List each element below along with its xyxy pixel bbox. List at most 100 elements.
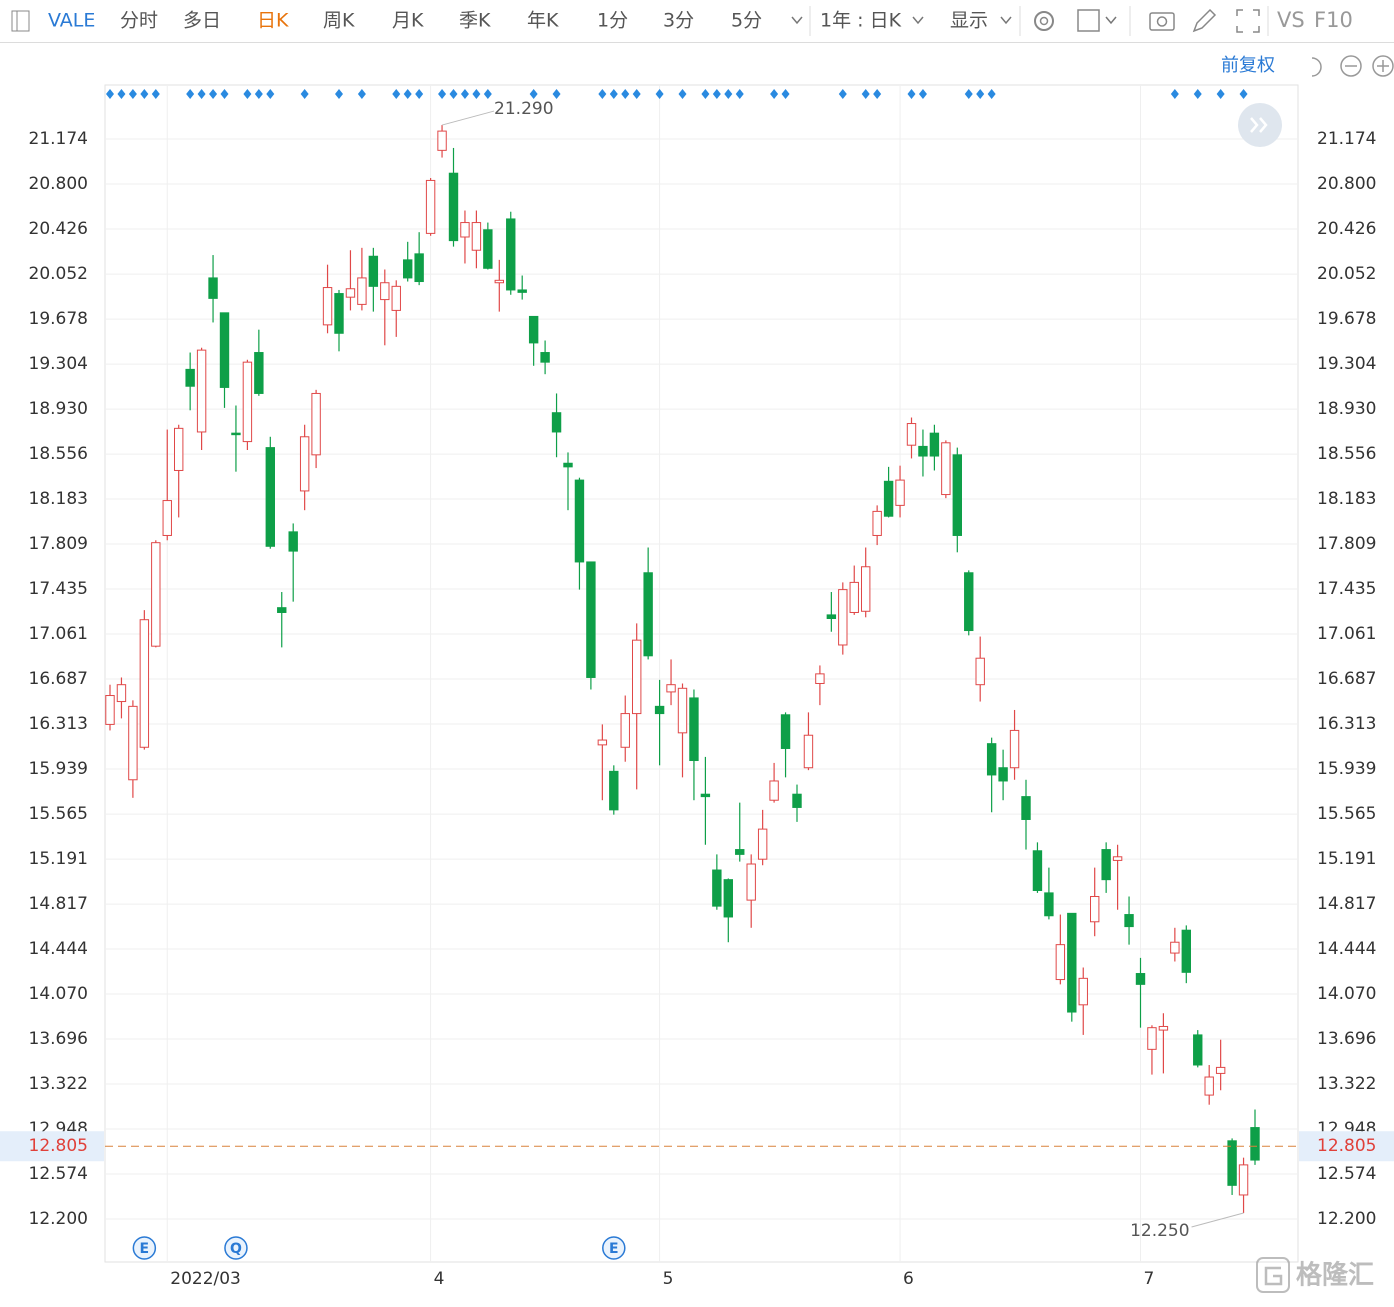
chevron[interactable]	[791, 16, 803, 25]
event-diamond	[770, 89, 779, 99]
candle-body	[1227, 1140, 1237, 1186]
candle-body	[414, 253, 424, 283]
y-tick-label-right: 14.444	[1317, 939, 1376, 959]
x-tick-label: 2022/03	[170, 1269, 241, 1289]
chevron[interactable]	[1000, 16, 1012, 25]
tab-active[interactable]: 日K	[257, 10, 289, 32]
fullscreen-icon[interactable]	[1236, 9, 1260, 33]
candle-body	[1250, 1127, 1260, 1161]
tab[interactable]: 周K	[323, 10, 355, 32]
candle-body	[265, 447, 276, 547]
candle-body	[654, 705, 665, 715]
candle-body	[528, 315, 539, 344]
y-tick-label-right: 15.191	[1317, 849, 1376, 869]
candle-body	[139, 619, 150, 748]
tab[interactable]: 5分	[731, 10, 762, 32]
event-diamond	[1193, 89, 1202, 99]
y-tick-label-right: 17.061	[1317, 624, 1376, 644]
candle-body	[1181, 929, 1191, 973]
event-diamond	[415, 89, 424, 99]
event-diamond	[598, 89, 607, 99]
candle-body	[723, 879, 733, 918]
candle-body	[185, 368, 195, 387]
annotation-label: 21.290	[494, 99, 553, 119]
zoom-in-icon[interactable]	[1372, 55, 1394, 77]
y-tick-label: 13.696	[29, 1029, 88, 1049]
tab[interactable]: 月K	[392, 10, 424, 32]
chevron[interactable]	[1105, 16, 1117, 25]
y-tick-label-right: 20.800	[1317, 174, 1376, 194]
candle-body	[105, 695, 115, 725]
event-diamond	[140, 89, 149, 99]
chevron[interactable]	[912, 16, 924, 25]
event-diamond	[472, 89, 481, 99]
tab[interactable]: 3分	[663, 10, 694, 32]
candle-body	[941, 442, 951, 496]
event-diamond	[918, 89, 927, 99]
period-select[interactable]: 1年 : 日K	[820, 10, 902, 32]
y-tick-label-right: 15.565	[1317, 804, 1376, 824]
y-tick-label: 18.556	[29, 444, 88, 464]
candle-body	[254, 352, 264, 394]
y-tick-label-right: 20.426	[1317, 219, 1376, 239]
y-tick-label-right: 12.200	[1317, 1209, 1376, 1229]
expand-button[interactable]	[1238, 103, 1282, 147]
candle-body	[196, 349, 207, 433]
tab[interactable]: 1分	[597, 10, 628, 32]
candle-body	[1204, 1076, 1214, 1096]
event-marker	[602, 1236, 626, 1260]
current-price-label: 12.805	[29, 1136, 88, 1156]
watermark-text: 格隆汇	[1296, 1260, 1374, 1291]
y-tick-label-right: 13.322	[1317, 1074, 1376, 1094]
settings-icon[interactable]	[1034, 11, 1054, 31]
display-select[interactable]: 显示	[950, 10, 988, 32]
f10[interactable]: F10	[1314, 8, 1353, 32]
event-diamond	[976, 89, 985, 99]
candle-body	[162, 500, 172, 536]
event-diamond	[438, 89, 447, 99]
adjust-mode[interactable]: 前复权	[1221, 55, 1275, 76]
camera-icon[interactable]	[1149, 12, 1175, 31]
event-diamond	[254, 89, 263, 99]
y-tick-label-right: 14.070	[1317, 984, 1376, 1004]
sidebar-icon[interactable]	[11, 10, 30, 32]
undo-icon[interactable]	[1311, 57, 1322, 77]
event-diamond	[117, 89, 126, 99]
candle-body	[345, 288, 356, 298]
candle-body	[208, 277, 218, 299]
candle-body	[460, 222, 470, 238]
y-tick-label: 13.322	[29, 1074, 88, 1094]
candle-body	[1147, 1027, 1157, 1050]
current-price-label-right: 12.805	[1317, 1136, 1376, 1156]
tab[interactable]: 分时	[120, 10, 158, 32]
y-tick-label: 17.061	[29, 624, 88, 644]
candle-body	[1090, 896, 1100, 923]
event-diamond	[197, 89, 206, 99]
candle-body	[506, 218, 516, 291]
event-diamond	[403, 89, 412, 99]
shape-icon[interactable]	[1077, 9, 1100, 32]
tab[interactable]: 年K	[527, 10, 559, 32]
x-tick-label: 5	[663, 1269, 674, 1289]
zoom-out-icon[interactable]	[1340, 55, 1362, 77]
event-diamond	[1239, 89, 1248, 99]
settings-icon-core	[1039, 16, 1049, 26]
candle-body	[391, 285, 401, 311]
y-tick-label-right: 19.304	[1317, 354, 1376, 374]
compare[interactable]: VS	[1277, 8, 1305, 32]
candle-body	[116, 684, 127, 703]
tab[interactable]: 多日	[183, 10, 221, 32]
tab[interactable]: 季K	[459, 10, 491, 32]
current-price-box-right	[1299, 1131, 1394, 1162]
pencil-icon[interactable]	[1192, 8, 1217, 33]
symbol[interactable]: VALE	[48, 10, 95, 32]
candle-body	[277, 607, 287, 613]
candle-body	[540, 352, 550, 363]
candle-body	[1101, 849, 1111, 881]
candle-body	[689, 697, 699, 762]
y-tick-label: 17.809	[29, 534, 88, 554]
watermark: 格隆汇	[1256, 1257, 1374, 1293]
candle-body	[483, 229, 493, 269]
toolbar-bg	[0, 0, 1394, 42]
